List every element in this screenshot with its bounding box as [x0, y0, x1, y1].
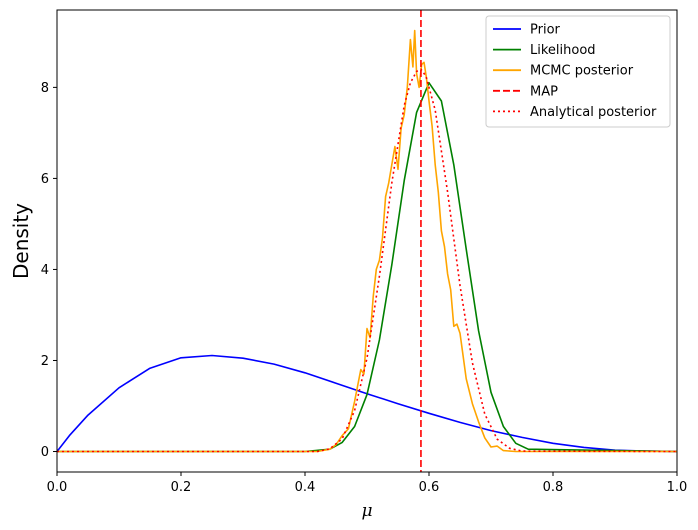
y-tick-label: 4: [41, 263, 49, 278]
x-tick-label: 1.0: [667, 480, 688, 495]
y-axis-label: Density: [9, 203, 33, 279]
y-tick-label: 0: [41, 445, 49, 460]
series-line-prior: [57, 354, 677, 453]
legend-label-analytical-posterior: Analytical posterior: [530, 105, 657, 120]
y-tick-label: 8: [41, 81, 49, 96]
plot-series: [57, 10, 677, 472]
x-tick-label: 0.6: [419, 480, 440, 495]
y-axis: 0 2 4 6 8: [41, 81, 57, 460]
plot-frame: [56, 9, 678, 473]
legend: Prior Likelihood MCMC posterior MAP Analytic…: [485, 15, 671, 128]
legend-box: [485, 15, 671, 128]
legend-label-prior: Prior: [530, 23, 561, 38]
x-axis-label: μ: [361, 501, 372, 521]
y-tick-label: 6: [41, 172, 49, 187]
series-line-analytical-posterior: [57, 68, 677, 453]
legend-label-map: MAP: [530, 84, 558, 99]
legend-label-mcmc-posterior: MCMC posterior: [530, 64, 634, 79]
legend-label-likelihood: Likelihood: [530, 43, 596, 58]
x-tick-label: 0.0: [47, 480, 68, 495]
x-axis: 0.0 0.2 0.4 0.6 0.8 1.0: [47, 472, 688, 495]
series-line-mcmc-posterior: [57, 29, 677, 453]
y-tick-label: 2: [41, 354, 49, 369]
series-line-likelihood: [57, 82, 677, 453]
x-tick-label: 0.8: [543, 480, 564, 495]
x-tick-label: 0.2: [171, 480, 192, 495]
x-tick-label: 0.4: [295, 480, 316, 495]
